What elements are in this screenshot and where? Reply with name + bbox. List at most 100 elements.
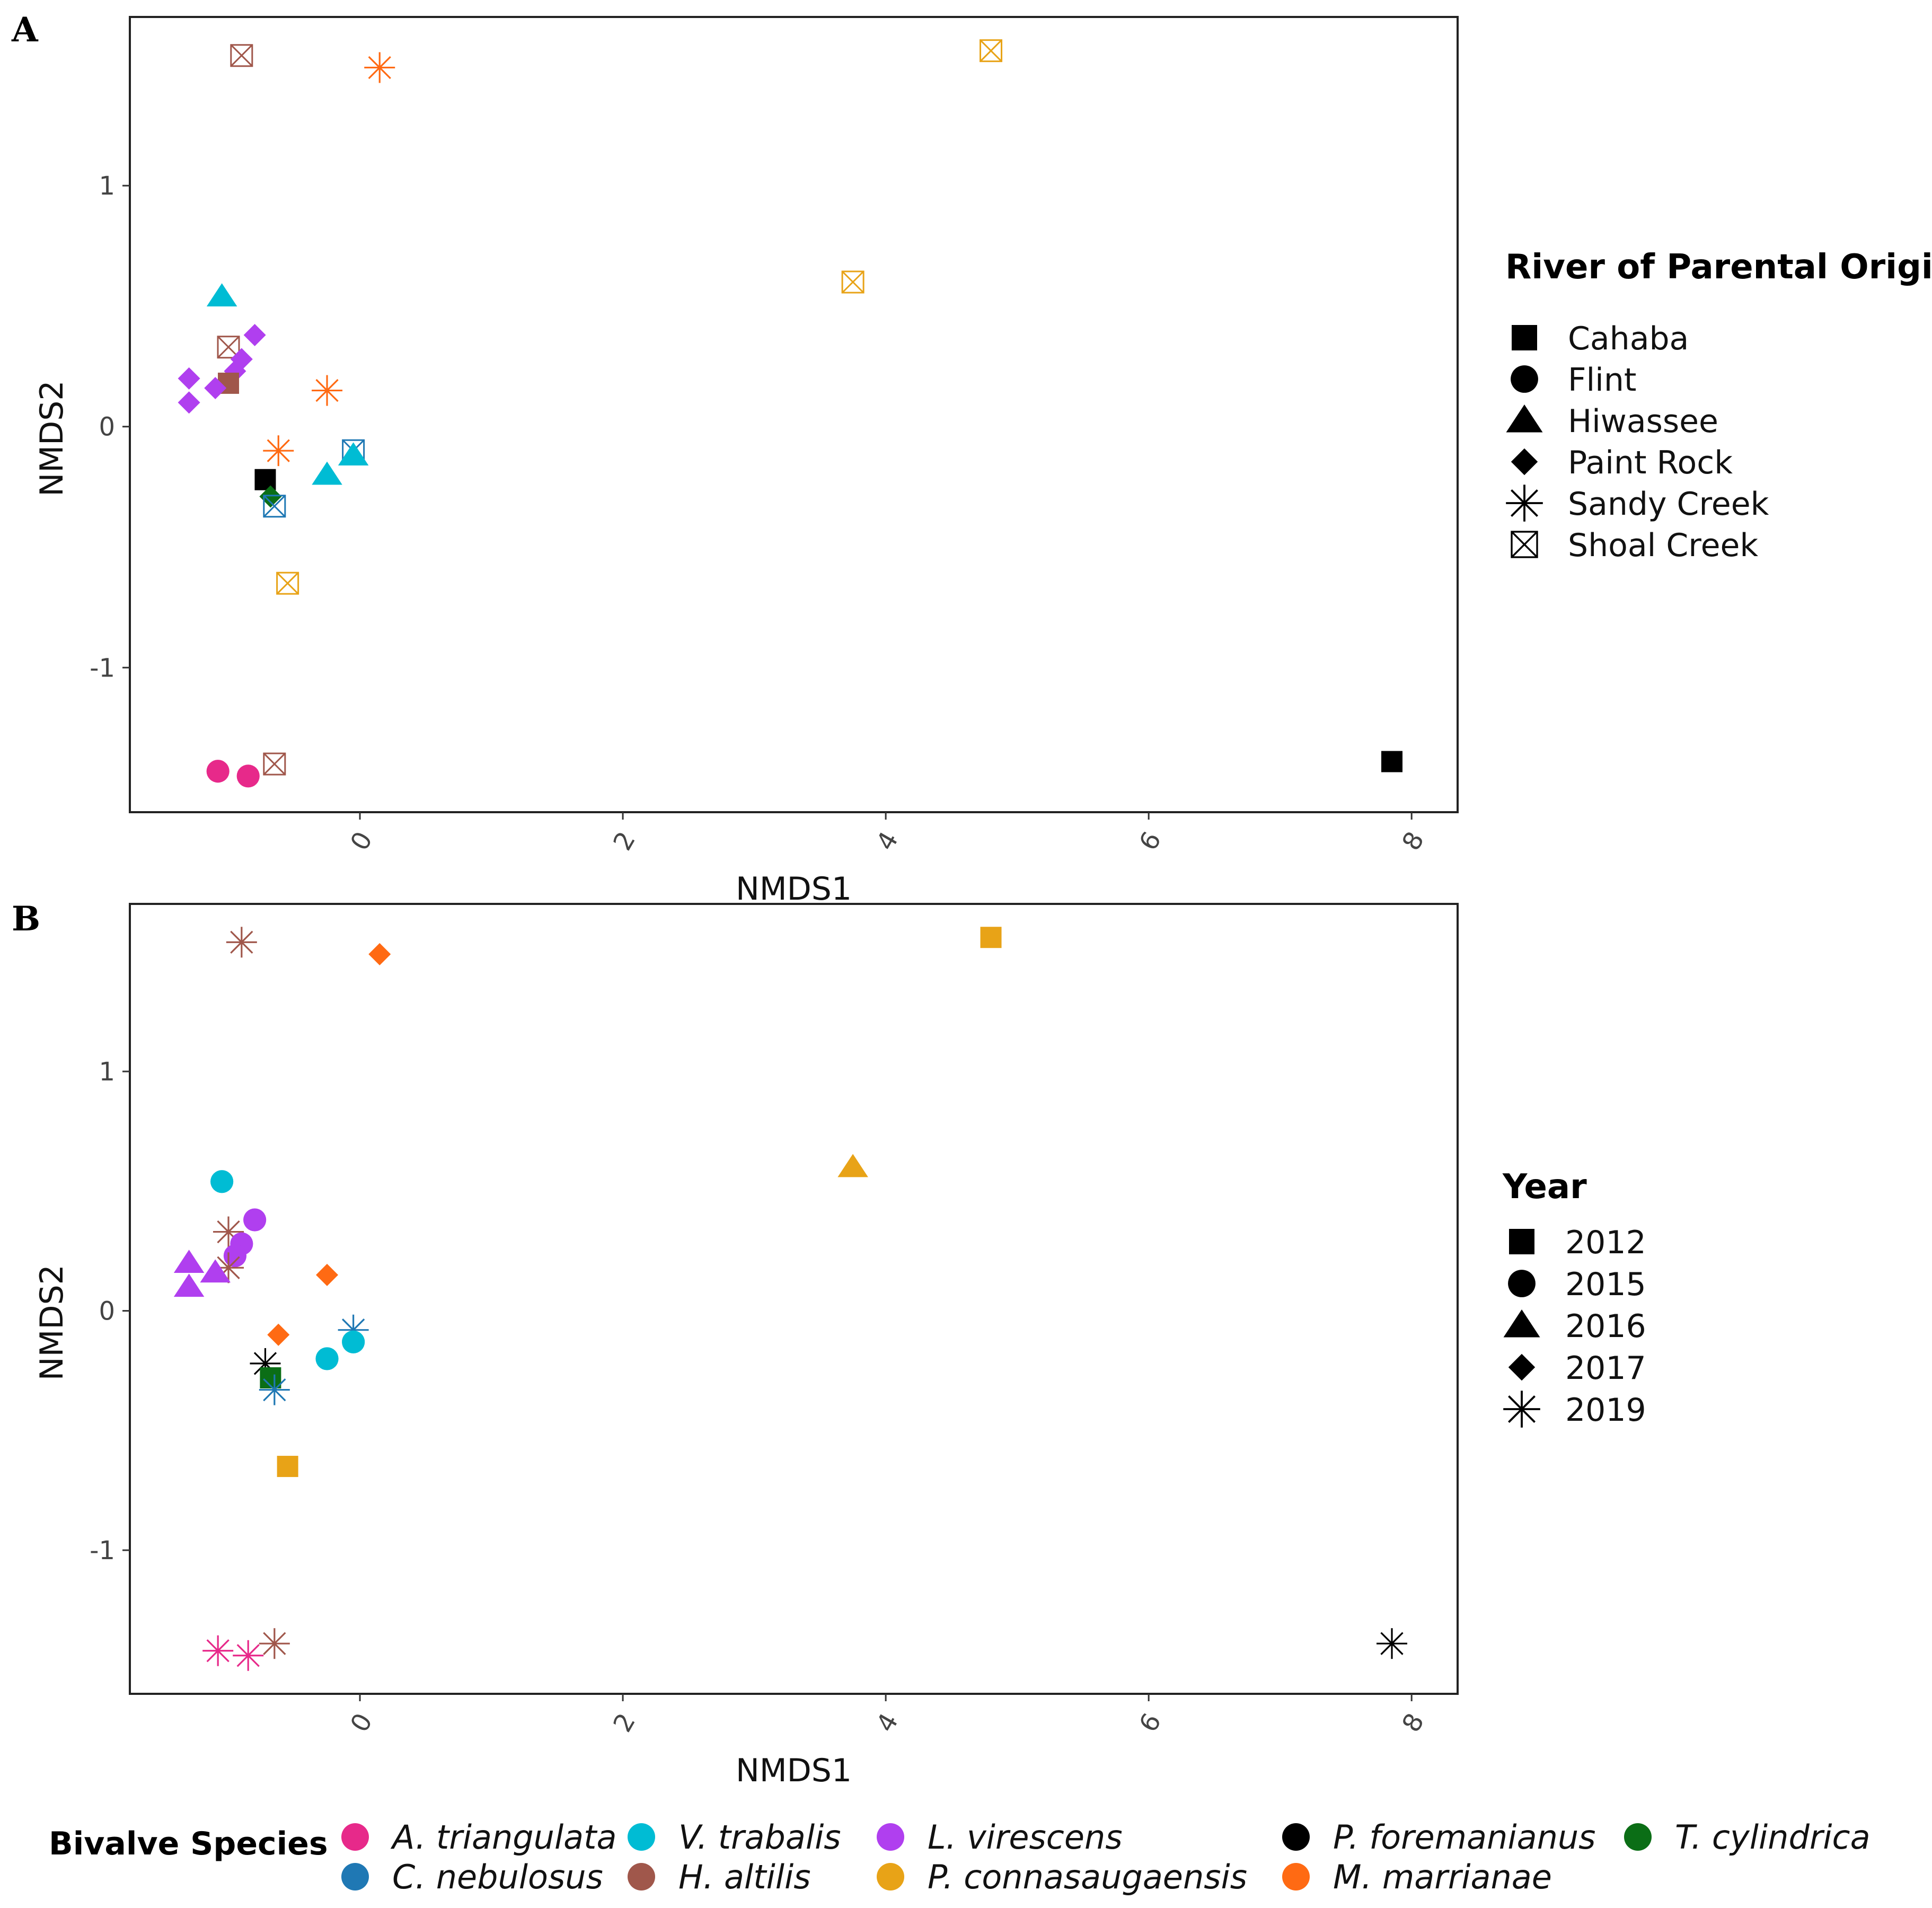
data-point xyxy=(178,367,200,390)
legend-key-icon xyxy=(1511,531,1538,558)
data-point xyxy=(233,1640,264,1671)
data-point xyxy=(837,1154,868,1177)
x-axis-title: NMDS1 xyxy=(736,871,852,908)
species-swatch-icon xyxy=(877,1823,904,1851)
species-swatch-icon xyxy=(628,1863,655,1891)
data-point xyxy=(210,1170,234,1193)
data-point xyxy=(259,485,282,508)
data-point xyxy=(173,1250,205,1273)
data-point xyxy=(206,283,237,307)
data-point xyxy=(202,1635,234,1666)
legend-key-icon xyxy=(1503,1309,1540,1338)
legend-label: Cahaba xyxy=(1568,320,1689,357)
species-legend-label: A. triangulata xyxy=(390,1818,616,1857)
legend-label: 2017 xyxy=(1565,1350,1646,1387)
data-point xyxy=(980,927,1002,948)
legend-label: 2015 xyxy=(1565,1266,1646,1303)
data-point xyxy=(259,1628,290,1659)
x-tick-label: 4 xyxy=(870,1708,904,1737)
legend-key-icon xyxy=(1511,448,1538,476)
legend-label: 2012 xyxy=(1565,1224,1646,1261)
data-point xyxy=(316,1263,339,1286)
data-point xyxy=(206,760,230,783)
x-tick-label: 2 xyxy=(607,1708,641,1737)
data-point xyxy=(236,764,260,788)
y-axis-title: NMDS2 xyxy=(33,1264,70,1381)
legend-label: 2016 xyxy=(1565,1308,1646,1345)
species-legend-label: L. virescens xyxy=(928,1818,1123,1857)
species-swatch-icon xyxy=(877,1863,904,1891)
data-point xyxy=(223,1244,247,1268)
data-point xyxy=(277,1456,298,1478)
legend-key-icon xyxy=(1512,325,1537,350)
data-point xyxy=(841,270,864,294)
species-swatch-icon xyxy=(1624,1823,1652,1851)
legend-key-icon xyxy=(1508,1353,1536,1381)
data-point xyxy=(178,391,200,414)
y-tick-label: -1 xyxy=(90,653,115,683)
x-tick-label: 2 xyxy=(607,826,641,855)
data-point xyxy=(267,1323,290,1346)
species-legend-label: M. marrianae xyxy=(1333,1858,1552,1896)
species-swatch-icon xyxy=(341,1863,369,1891)
data-point xyxy=(259,1374,290,1405)
panel-b-legend: Year 2012 2015 2016 2017 2019 xyxy=(1502,1167,1646,1429)
legend-key-icon xyxy=(1509,1229,1534,1254)
species-swatch-icon xyxy=(1282,1863,1310,1891)
plot-frame xyxy=(129,16,1459,813)
panel-a-legend: River of Parental Origin Cahaba Flint Hiwas… xyxy=(1505,248,1932,564)
y-tick-label: 1 xyxy=(99,171,115,201)
panel-a-plot-area: 0 2 4 6 8 -1 0 1 NMDS1 NMDS2 xyxy=(33,16,1459,908)
species-legend-label: C. nebulosus xyxy=(392,1858,603,1896)
species-swatch-icon xyxy=(628,1823,655,1851)
species-legend-label: T. cylindrica xyxy=(1675,1818,1871,1857)
data-point xyxy=(312,461,342,485)
data-point xyxy=(243,1208,267,1232)
legend-label: Paint Rock xyxy=(1568,444,1733,481)
data-point xyxy=(1376,1628,1407,1659)
legend-key-icon xyxy=(1503,1391,1540,1428)
data-point xyxy=(173,1273,205,1297)
y-axis-title: NMDS2 xyxy=(33,380,70,496)
legend-label: Hiwassee xyxy=(1568,403,1718,440)
y-tick-label: -1 xyxy=(90,1536,115,1566)
species-legend-label: H. altilis xyxy=(678,1858,811,1896)
data-point xyxy=(980,39,1003,63)
legend-label: Sandy Creek xyxy=(1568,486,1769,523)
panel-a: A 0 2 4 6 8 -1 0 1 NMDS1 NMDS2 River of Parental … xyxy=(11,10,1932,908)
data-point xyxy=(230,44,253,67)
panel-b-letter: B xyxy=(12,899,40,939)
legend-title: Year xyxy=(1502,1167,1587,1207)
legend-key-icon xyxy=(1506,485,1543,522)
x-axis-title: NMDS1 xyxy=(736,1752,852,1789)
data-point xyxy=(263,435,294,467)
data-point xyxy=(204,377,227,399)
legend-key-icon xyxy=(1506,405,1543,433)
legend-key-icon xyxy=(1511,365,1538,393)
x-tick-label: 8 xyxy=(1396,826,1430,855)
data-point xyxy=(263,495,286,518)
species-legend-label: V. trabalis xyxy=(678,1818,841,1857)
species-legend-label: P. connasaugaensis xyxy=(928,1858,1247,1896)
data-point xyxy=(200,1259,231,1283)
species-legend-title: Bivalve Species xyxy=(49,1825,328,1862)
panel-a-letter: A xyxy=(11,10,39,50)
data-point xyxy=(1381,751,1402,772)
species-legend-label: P. foremanianus xyxy=(1333,1818,1595,1857)
x-tick-label: 6 xyxy=(1133,1708,1167,1737)
data-point xyxy=(254,469,276,490)
panel-b: B 0 2 4 6 8 -1 0 1 NMDS1 NMDS2 Year 2012 2015 2016 20… xyxy=(12,899,1646,1789)
x-tick-label: 0 xyxy=(345,1708,378,1737)
x-tick-label: 0 xyxy=(345,826,378,855)
data-point xyxy=(368,943,391,965)
legend-title: River of Parental Origin xyxy=(1505,248,1932,287)
data-point xyxy=(342,1330,365,1353)
x-tick-label: 4 xyxy=(870,826,904,855)
legend-label: 2019 xyxy=(1565,1392,1646,1429)
legend-key-icon xyxy=(1508,1270,1536,1297)
legend-label: Flint xyxy=(1568,362,1636,399)
data-point xyxy=(312,375,343,406)
